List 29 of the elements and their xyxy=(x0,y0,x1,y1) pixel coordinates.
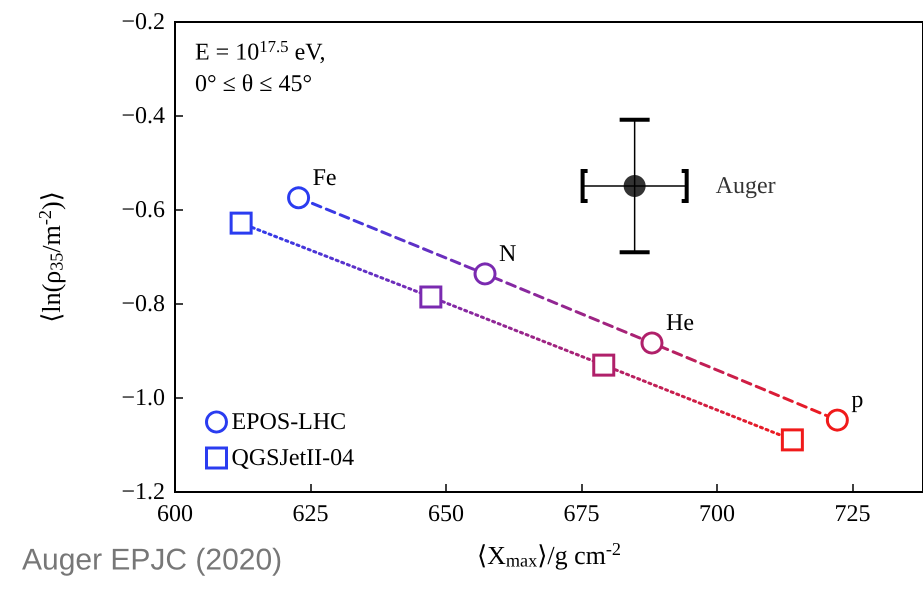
y-tick-label: −0.4 xyxy=(121,103,165,129)
point xyxy=(592,354,616,377)
x-tick-label: 625 xyxy=(292,501,329,527)
annotation: p xyxy=(851,387,864,414)
x-tick-label: 725 xyxy=(834,501,871,527)
y-axis-title: ⟨ln(ρ35/m-2)⟩ xyxy=(35,191,67,323)
annotation: 0° ≤ θ ≤ 45° xyxy=(195,71,312,97)
y-tick-label: −0.8 xyxy=(121,291,165,317)
point xyxy=(287,186,310,210)
x-tick-label: 650 xyxy=(428,501,464,527)
point xyxy=(780,428,804,452)
annotation: N xyxy=(499,240,516,267)
point xyxy=(826,408,849,432)
y-tick-label: −0.2 xyxy=(121,9,165,35)
point xyxy=(640,332,664,355)
point xyxy=(624,175,646,198)
y-tick-label: −1.0 xyxy=(121,385,165,411)
point xyxy=(419,285,442,308)
x-tick-label: 700 xyxy=(699,501,736,527)
x-tick-label: 675 xyxy=(564,501,600,527)
legend-label: EPOS-LHC xyxy=(232,409,346,435)
y-tick-label: −0.6 xyxy=(121,197,165,223)
text: Auger EPJC (2020) xyxy=(22,544,282,576)
annotation: He xyxy=(666,310,694,336)
text: Auger xyxy=(716,173,776,200)
legend-label: QGSJetII-04 xyxy=(232,445,354,471)
point xyxy=(230,212,253,235)
annotation: Fe xyxy=(312,164,337,191)
point xyxy=(474,262,497,286)
